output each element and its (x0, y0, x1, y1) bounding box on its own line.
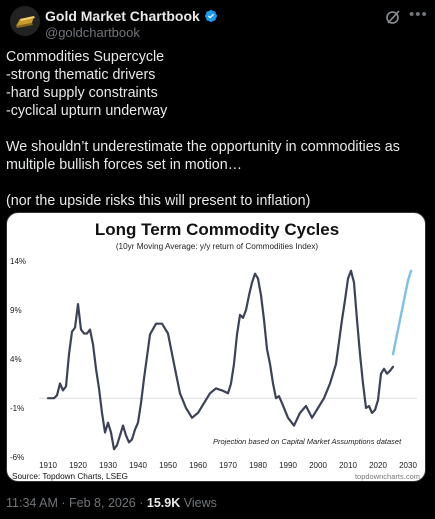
chart-annotation: Projection based on Capital Market Assum… (213, 437, 402, 446)
x-tick-label: 1980 (249, 461, 267, 470)
x-tick-label: 2030 (399, 461, 417, 470)
series-line-projection (391, 269, 413, 356)
grok-icon[interactable] (385, 9, 401, 25)
x-tick-label: 1930 (99, 461, 117, 470)
post-header: Gold Market Chartbook @goldchartbook ••• (10, 6, 428, 40)
x-tick-label: 2020 (369, 461, 387, 470)
chart-watermark: topdowncharts.com (355, 472, 420, 481)
more-icon[interactable]: ••• (409, 6, 428, 23)
x-tick-label: 1920 (69, 461, 87, 470)
verified-badge-icon (204, 10, 217, 22)
x-tick-label: 1950 (159, 461, 177, 470)
chart-title: Long Term Commodity Cycles (95, 220, 339, 239)
display-name[interactable]: Gold Market Chartbook (45, 8, 200, 24)
y-tick-label: 14% (10, 257, 26, 266)
gold-bar-icon[interactable] (10, 6, 40, 36)
x-tick-label: 1960 (189, 461, 207, 470)
post-text: Commodities Supercycle -strong thematic … (6, 49, 400, 209)
x-tick-label: 2000 (309, 461, 327, 470)
post-time[interactable]: 11:34 AM (6, 496, 58, 510)
chart-subtitle: (10yr Moving Average: y/y return of Comm… (116, 242, 319, 251)
meta-separator: · (61, 496, 66, 510)
y-tick-label: -1% (10, 404, 24, 413)
y-tick-label: 4% (10, 355, 22, 364)
views-label: Views (183, 496, 217, 510)
post-date[interactable]: Feb 8, 2026 (69, 496, 136, 510)
y-tick-label: 9% (10, 306, 22, 315)
x-tick-label: 1940 (129, 461, 147, 470)
views-count: 15.9K (146, 496, 181, 510)
chart-source: Source: Topdown Charts, LSEG (12, 472, 128, 481)
series-line-history (46, 269, 395, 451)
post-meta: 11:34 AM · Feb 8, 2026 · 15.9K Views (6, 496, 217, 510)
commodity-cycles-chart: Long Term Commodity Cycles (10yr Moving … (10, 220, 420, 481)
x-tick-label: 2010 (339, 461, 357, 470)
handle[interactable]: @goldchartbook (45, 25, 140, 40)
meta-separator: · (139, 496, 144, 510)
x-tick-label: 1990 (279, 461, 297, 470)
x-tick-label: 1910 (39, 461, 57, 470)
chart-image[interactable]: Long Term Commodity Cycles (10yr Moving … (6, 212, 426, 482)
y-tick-label: -6% (10, 453, 24, 462)
x-tick-label: 1970 (219, 461, 237, 470)
